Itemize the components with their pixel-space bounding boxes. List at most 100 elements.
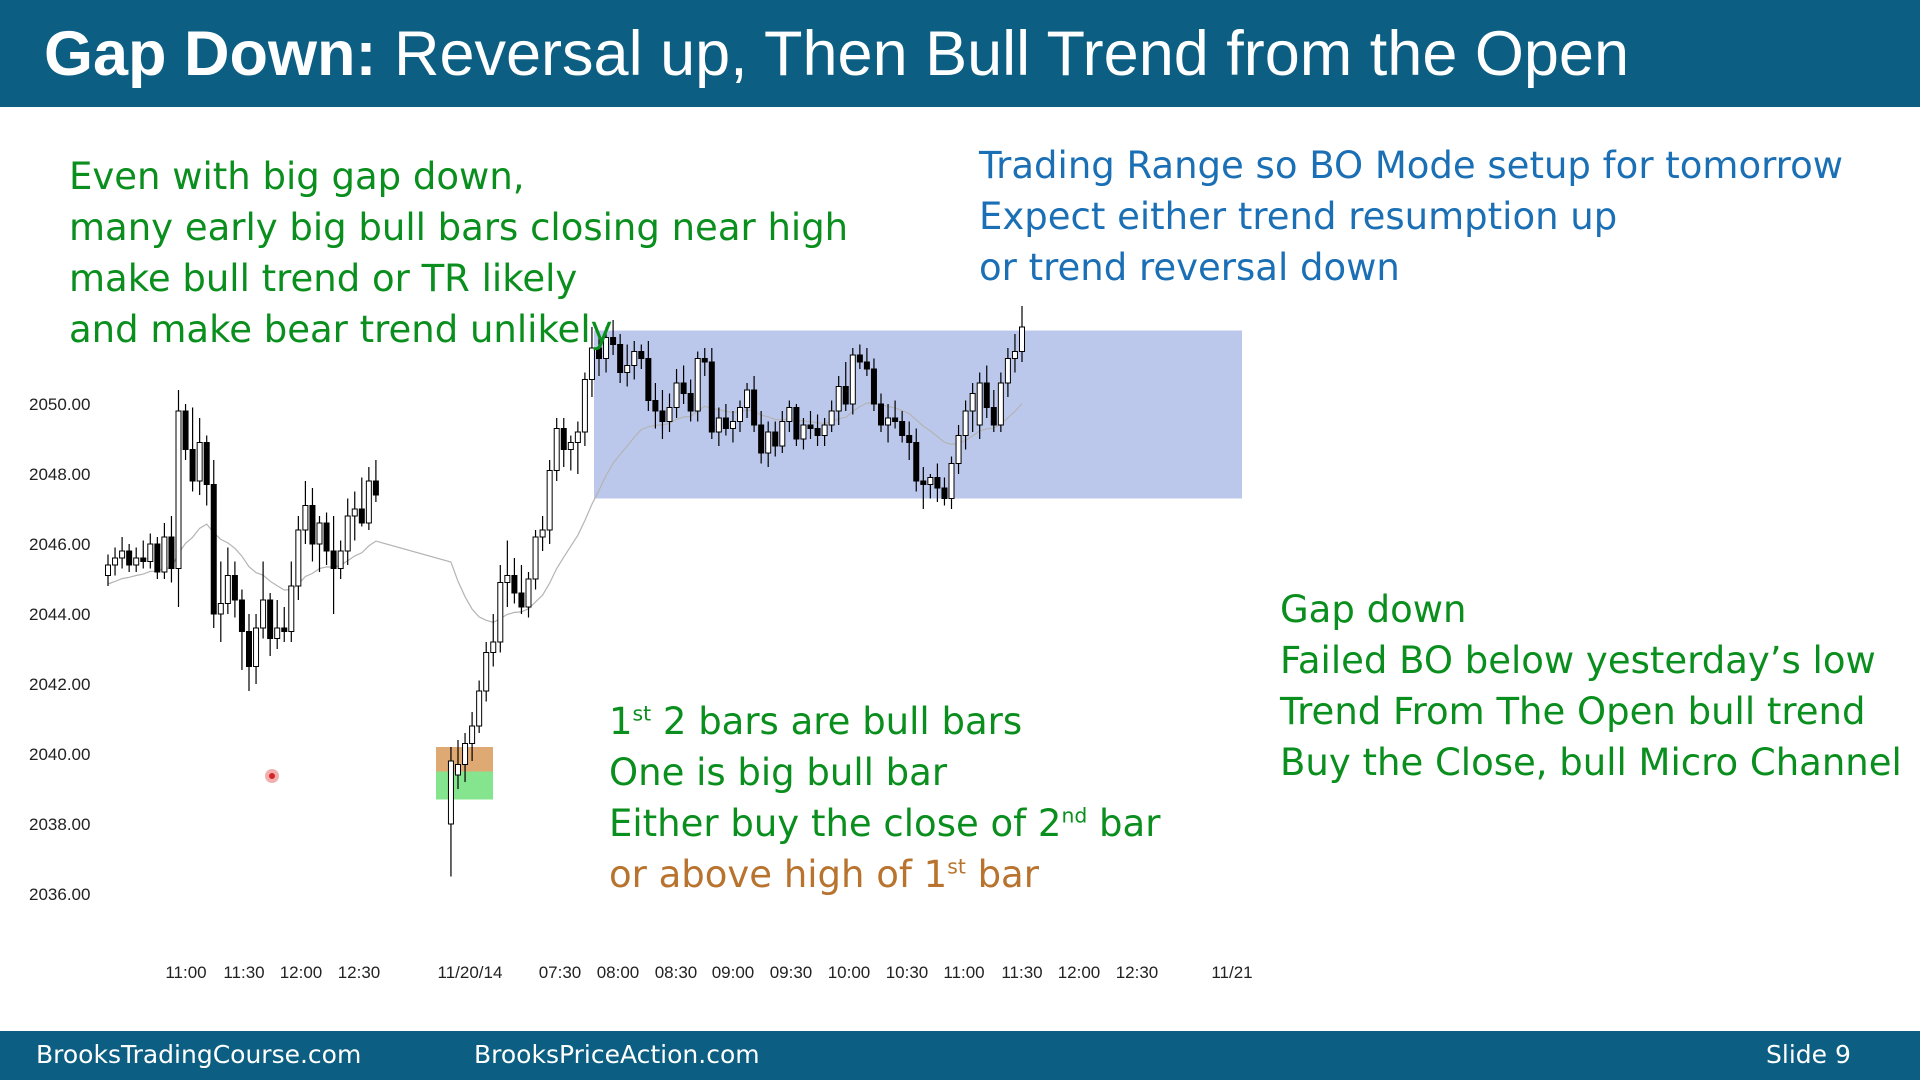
- bar-body: [581, 379, 588, 433]
- bear-bar: [511, 558, 518, 604]
- bar-body: [863, 361, 870, 370]
- y-tick-label: 2042.00: [29, 675, 90, 694]
- bar-body: [365, 480, 372, 524]
- bear-bar: [920, 467, 927, 509]
- slide-number: Slide 9: [1766, 1040, 1851, 1069]
- note-line: 1st 2 bars are bull bars: [609, 696, 1160, 747]
- bar-body: [372, 480, 379, 496]
- bar-body: [1011, 351, 1018, 359]
- bar-body: [344, 515, 351, 552]
- bear-bar: [793, 404, 800, 446]
- bar-body: [680, 382, 687, 394]
- bar-body: [525, 578, 532, 608]
- bull-bar: [588, 327, 595, 397]
- bull-bar: [574, 421, 581, 474]
- bar-body: [546, 470, 553, 531]
- bear-bar: [182, 404, 189, 460]
- bar-body: [196, 442, 203, 482]
- bear-bar: [238, 589, 245, 670]
- bar-body: [539, 529, 546, 538]
- footer-middle-link[interactable]: BrooksPriceAction.com: [474, 1040, 760, 1069]
- bull-bar: [821, 418, 828, 446]
- bar-body: [962, 410, 969, 436]
- bar-body: [224, 575, 231, 604]
- bull-bar: [729, 411, 736, 443]
- bar-body: [765, 431, 772, 454]
- bar-body: [203, 442, 210, 485]
- bar-body: [518, 592, 525, 608]
- bull-bar: [603, 327, 610, 373]
- slide-title: Gap Down: Reversal up, Then Bull Trend f…: [44, 14, 1629, 94]
- bear-bar: [842, 362, 849, 411]
- bear-bar: [281, 607, 288, 642]
- bull-bar: [948, 456, 955, 509]
- bear-bar: [309, 488, 316, 562]
- bar-body: [504, 575, 511, 583]
- bar-body: [189, 449, 196, 482]
- bull-bar: [196, 418, 203, 495]
- x-tick-label: 12:00: [1058, 963, 1101, 982]
- note-line: or above high of 1st bar: [609, 849, 1160, 900]
- note-line: Trend From The Open bull trend: [1280, 690, 1866, 733]
- superscript: nd: [1061, 803, 1088, 828]
- note-line: Buy the Close, bull Micro Channel: [1280, 741, 1902, 784]
- bar-body: [997, 382, 1004, 426]
- bar-body: [708, 361, 715, 433]
- note-line: or trend reversal down: [979, 246, 1400, 289]
- bar-body: [687, 393, 694, 412]
- x-tick-label: 08:30: [655, 963, 698, 982]
- bull-bar: [497, 565, 504, 653]
- bull-bar: [525, 572, 532, 618]
- footer-left-link[interactable]: BrooksTradingCourse.com: [36, 1040, 362, 1069]
- bull-bar: [715, 407, 722, 446]
- bull-bar: [546, 460, 553, 544]
- bull-bar: [260, 561, 267, 639]
- bar-body: [147, 543, 154, 562]
- bar-body: [112, 557, 119, 566]
- bar-body: [976, 382, 983, 426]
- text: 2 bars are bull bars: [651, 700, 1023, 743]
- bar-body: [358, 508, 365, 524]
- bear-bar: [751, 376, 758, 432]
- bull-bar: [969, 383, 976, 432]
- bear-bar: [372, 460, 379, 502]
- bear-bar: [856, 344, 863, 369]
- y-tick-label: 2046.00: [29, 535, 90, 554]
- note-line: and make bear trend unlikely: [69, 308, 613, 351]
- bear-bar: [596, 334, 602, 376]
- x-tick-label: 10:00: [828, 963, 871, 982]
- bar-body: [969, 393, 976, 412]
- bar-body: [497, 582, 504, 643]
- bar-body: [729, 421, 736, 429]
- bar-body: [892, 417, 899, 422]
- bull-bar: [119, 537, 126, 569]
- bar-body: [878, 403, 884, 426]
- bar-body: [126, 550, 133, 566]
- candlestick-bars: [105, 306, 1025, 877]
- bar-body: [119, 550, 126, 559]
- bear-bar: [772, 421, 779, 457]
- y-tick-label: 2038.00: [29, 815, 90, 834]
- note-line: Expect either trend resumption up: [979, 195, 1618, 238]
- note-middle: 1st 2 bars are bull bars One is big bull…: [609, 696, 1160, 900]
- bull-bar: [744, 383, 751, 418]
- bar-body: [323, 522, 330, 552]
- bear-bar: [610, 320, 617, 355]
- bear-bar: [701, 348, 708, 376]
- bar-body: [330, 550, 337, 569]
- y-tick-label: 2040.00: [29, 745, 90, 764]
- bear-bar: [906, 421, 913, 460]
- note-line: Even with big gap down,: [69, 155, 525, 198]
- bear-bar: [330, 516, 337, 614]
- bar-body: [821, 424, 828, 436]
- bar-body: [737, 407, 743, 422]
- bear-bar: [126, 544, 133, 572]
- bull-bar: [828, 400, 835, 432]
- bear-bar: [645, 341, 652, 411]
- bull-bar: [800, 418, 807, 450]
- bull-bar: [976, 372, 983, 439]
- bull-bar: [316, 516, 323, 572]
- bear-bar: [154, 537, 161, 579]
- note-line: Failed BO below yesterday’s low: [1280, 639, 1876, 682]
- bull-bar: [835, 376, 842, 425]
